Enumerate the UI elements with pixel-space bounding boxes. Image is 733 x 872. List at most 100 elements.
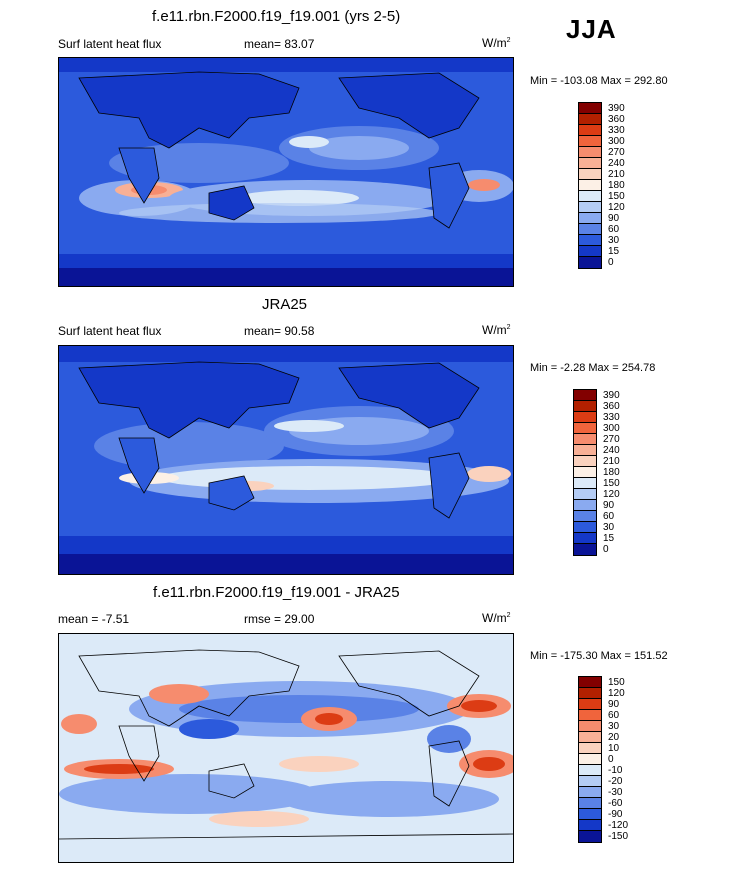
panel3-rmse-value: 29.00 (284, 612, 315, 626)
panel3-mean: mean = -7.51 (58, 612, 130, 626)
colorbar-label: 30 (603, 522, 615, 533)
colorbar-swatch (578, 113, 602, 125)
colorbar-label: 390 (608, 103, 625, 114)
panel3-colorbar-stack: 150 120 90 60 30 20 10 0 -10 -20 -30 -60 -90 -120 -150 (578, 676, 638, 843)
colorbar-label: 180 (603, 467, 620, 478)
season-label: JJA (566, 14, 617, 44)
colorbar-swatch (578, 709, 602, 721)
panel3-map (58, 633, 514, 863)
colorbar-swatch (578, 223, 602, 235)
panel1-title: f.e11.rbn.F2000.f19_f19.001 (yrs 2-5) (152, 8, 401, 25)
colorbar-swatch (578, 698, 602, 710)
colorbar-label: 20 (608, 732, 620, 743)
panel3-rmse: rmse = 29.00 (244, 612, 314, 626)
panel1-map (58, 57, 514, 287)
colorbar-label: 180 (608, 180, 625, 191)
colorbar-swatch (578, 256, 602, 269)
colorbar-label: 150 (608, 191, 625, 202)
colorbar-swatch (578, 830, 602, 843)
panel3-rmse-label: rmse = (244, 612, 282, 626)
colorbar-label: 330 (608, 125, 625, 136)
panel2-variable-label: Surf latent heat flux (58, 324, 162, 338)
colorbar-swatch (578, 102, 602, 114)
colorbar-label: -90 (608, 809, 623, 820)
colorbar-swatch (573, 411, 597, 423)
colorbar-swatch (573, 543, 597, 556)
colorbar-label: -60 (608, 798, 623, 809)
colorbar-swatch (578, 687, 602, 699)
colorbar-swatch (578, 190, 602, 202)
colorbar-swatch (573, 433, 597, 445)
colorbar-swatch (573, 422, 597, 434)
colorbar-label: 30 (608, 721, 620, 732)
colorbar-swatch (578, 731, 602, 743)
panel1-mean: mean= 83.07 (244, 37, 314, 51)
panel1-minmax: Min = -103.08 Max = 292.80 (530, 75, 668, 87)
panel1-mean-value: 83.07 (284, 37, 315, 51)
panel3-title: f.e11.rbn.F2000.f19_f19.001 - JRA25 (153, 584, 400, 601)
colorbar-label: -20 (608, 776, 623, 787)
colorbar-label: 330 (603, 412, 620, 423)
colorbar-swatch (578, 720, 602, 732)
panel1-units-sup: 2 (506, 37, 511, 44)
colorbar-label: 120 (603, 489, 620, 500)
colorbar-label: 240 (608, 158, 625, 169)
colorbar-swatch (578, 201, 602, 213)
colorbar-label: 90 (603, 500, 615, 511)
panel2-colorbar-stack: 390 360 330 300 270 240 210 180 150 120 90 60 30 15 0 (573, 389, 633, 556)
panel1-units: W/m2 (482, 36, 511, 50)
panel3-minmax: Min = -175.30 Max = 151.52 (530, 650, 668, 662)
panel1-colorbar: 390 360 330 300 270 240 210 180 150 120 90 60 30 15 0 (578, 102, 638, 282)
colorbar-label: 0 (603, 544, 609, 555)
colorbar-swatch (578, 157, 602, 169)
colorbar-label: 30 (608, 235, 620, 246)
colorbar-label: 210 (603, 456, 620, 467)
colorbar-label: -120 (608, 820, 629, 831)
colorbar-swatch (578, 124, 602, 136)
panel2-colorbar: 390 360 330 300 270 240 210 180 150 120 90 60 30 15 0 (573, 389, 633, 569)
panel1-variable-label: Surf latent heat flux (58, 37, 162, 51)
colorbar-label: 60 (603, 511, 615, 522)
panel2-mean: mean= 90.58 (244, 324, 314, 338)
colorbar-label: 0 (608, 257, 614, 268)
panel2-units: W/m2 (482, 323, 511, 337)
panel3-units: W/m2 (482, 611, 511, 625)
colorbar-label: 15 (603, 533, 615, 544)
panel2-map-svg (59, 346, 513, 574)
panel3-units-text: W/m (482, 611, 507, 625)
colorbar-label: -10 (608, 765, 623, 776)
panel3-units-sup: 2 (506, 612, 511, 619)
colorbar-swatch (573, 521, 597, 533)
colorbar-label: 90 (608, 213, 620, 224)
colorbar-swatch (573, 477, 597, 489)
panel1-colorbar-stack: 390 360 330 300 270 240 210 180 150 120 90 60 30 15 0 (578, 102, 638, 269)
colorbar-swatch (578, 234, 602, 246)
colorbar-swatch (578, 797, 602, 809)
panel1-mean-label: mean= (244, 37, 282, 51)
colorbar-swatch (578, 245, 602, 257)
panel1-map-svg (59, 58, 513, 286)
colorbar-label: 150 (608, 677, 625, 688)
panel2-minmax: Min = -2.28 Max = 254.78 (530, 362, 656, 374)
colorbar-label: 300 (603, 423, 620, 434)
colorbar-swatch (578, 764, 602, 776)
colorbar-swatch (578, 212, 602, 224)
colorbar-swatch (573, 488, 597, 500)
panel2-mean-label: mean= (244, 324, 282, 338)
colorbar-label: 90 (608, 699, 620, 710)
colorbar-label: 10 (608, 743, 620, 754)
colorbar-swatch (573, 499, 597, 511)
colorbar-swatch (573, 532, 597, 544)
colorbar-swatch (573, 389, 597, 401)
panel3-colorbar: 150 120 90 60 30 20 10 0 -10 -20 -30 -60 -90 -120 -150 (578, 676, 638, 856)
colorbar-label: 360 (608, 114, 625, 125)
colorbar-swatch (578, 146, 602, 158)
colorbar-label: 0 (608, 754, 614, 765)
colorbar-swatch (578, 179, 602, 191)
colorbar-swatch (573, 444, 597, 456)
colorbar-swatch (578, 786, 602, 798)
colorbar-swatch (578, 676, 602, 688)
colorbar-swatch (578, 742, 602, 754)
colorbar-label: 360 (603, 401, 620, 412)
colorbar-label: 60 (608, 224, 620, 235)
